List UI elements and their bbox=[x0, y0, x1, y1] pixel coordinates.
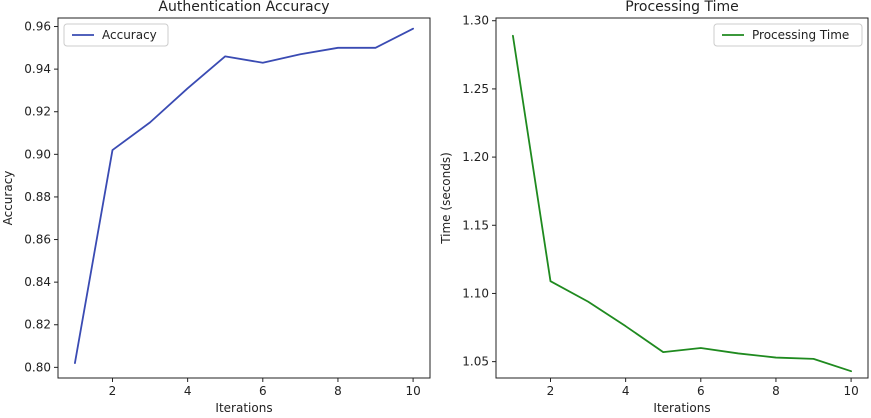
time-y-tick-label: 1.20 bbox=[462, 150, 489, 164]
time-x-tick-label: 2 bbox=[547, 384, 555, 398]
processing-time-chart: Processing Time 2 4 6 8 10 1.05 1.10 1.15 1.20 1.2… bbox=[439, 0, 869, 415]
accuracy-legend: Accuracy bbox=[63, 23, 169, 47]
accuracy-x-tick-label: 4 bbox=[184, 384, 192, 398]
accuracy-x-tick-label: 2 bbox=[109, 384, 117, 398]
accuracy-y-tick-label: 0.88 bbox=[24, 190, 51, 204]
accuracy-y-axis-label: Accuracy bbox=[1, 171, 15, 226]
time-plot-frame bbox=[495, 17, 869, 379]
accuracy-y-tick-label: 0.92 bbox=[24, 105, 51, 119]
time-legend: Processing Time bbox=[713, 23, 863, 47]
time-x-tick-label: 4 bbox=[622, 384, 630, 398]
time-series-line bbox=[512, 34, 852, 373]
time-chart-title: Processing Time bbox=[625, 0, 738, 15]
accuracy-legend-box bbox=[63, 23, 169, 47]
accuracy-y-tick-label: 0.90 bbox=[24, 147, 51, 161]
accuracy-legend-label: Accuracy bbox=[102, 28, 157, 42]
accuracy-series-line bbox=[74, 27, 414, 364]
accuracy-y-tick-label: 0.86 bbox=[24, 233, 51, 247]
accuracy-x-tick-label: 6 bbox=[259, 384, 267, 398]
time-x-tick-label: 10 bbox=[843, 384, 858, 398]
accuracy-y-tick-label: 0.82 bbox=[24, 318, 51, 332]
accuracy-chart: Authentication Accuracy 2 4 6 8 10 0.80 0.82 0.8… bbox=[1, 0, 431, 415]
accuracy-y-tick-label: 0.84 bbox=[24, 275, 51, 289]
time-x-axis-label: Iterations bbox=[653, 401, 710, 415]
accuracy-x-axis-label: Iterations bbox=[215, 401, 272, 415]
accuracy-x-tick-label: 8 bbox=[334, 384, 342, 398]
time-legend-box bbox=[713, 23, 863, 47]
time-y-tick-label: 1.25 bbox=[462, 82, 489, 96]
time-y-tick-label: 1.10 bbox=[462, 286, 489, 300]
time-y-tick-label: 1.30 bbox=[462, 14, 489, 28]
accuracy-y-tick-label: 0.80 bbox=[24, 360, 51, 374]
time-legend-label: Processing Time bbox=[752, 28, 849, 42]
time-y-axis-label: Time (seconds) bbox=[439, 152, 453, 245]
time-y-tick-label: 1.15 bbox=[462, 218, 489, 232]
accuracy-plot-frame bbox=[57, 17, 431, 379]
time-x-tick-label: 6 bbox=[697, 384, 705, 398]
accuracy-chart-title: Authentication Accuracy bbox=[158, 0, 329, 15]
accuracy-y-tick-label: 0.94 bbox=[24, 62, 51, 76]
time-x-tick-label: 8 bbox=[772, 384, 780, 398]
accuracy-x-tick-label: 10 bbox=[405, 384, 420, 398]
accuracy-y-tick-label: 0.96 bbox=[24, 20, 51, 34]
time-y-tick-label: 1.05 bbox=[462, 355, 489, 369]
